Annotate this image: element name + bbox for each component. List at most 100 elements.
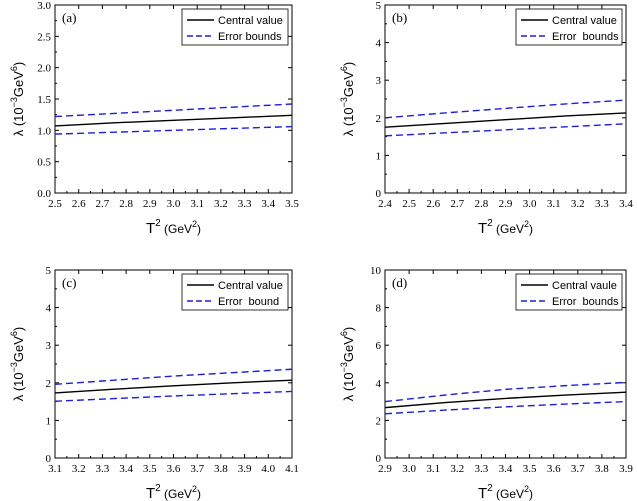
x-tick-label: 4.1 bbox=[285, 463, 299, 475]
legend-entry-bounds: Error bound bbox=[218, 296, 279, 308]
legend-entry-central: Central value bbox=[552, 15, 617, 27]
x-tick-label: 3.7 bbox=[190, 463, 204, 475]
chart-panel-4: 2.9 3.0 3.1 3.2 3.3 3.4 3.5 3.6 3.7 3.8 3.9 0 2 4 6 8 10… bbox=[339, 265, 633, 501]
y-axis-label: λ (10−3GeV6) bbox=[9, 62, 26, 137]
x-tick-label: 3.0 bbox=[167, 198, 181, 210]
x-tick-label: 2.6 bbox=[72, 198, 86, 210]
x-tick-label: 2.8 bbox=[119, 198, 133, 210]
chart-panel-3: 3.1 3.2 3.3 3.4 3.5 3.6 3.7 3.8 3.9 4.0 4.1 0 1 2 3 4 5 (… bbox=[9, 265, 299, 501]
series-line-central bbox=[384, 112, 627, 128]
x-tick-label: 3.8 bbox=[595, 463, 609, 475]
x-tick-label: 3.2 bbox=[571, 198, 585, 210]
x-tick-label: 3.1 bbox=[190, 198, 204, 210]
y-axis-label: λ (10−3GeV6) bbox=[339, 62, 356, 137]
x-tick-label: 2.7 bbox=[96, 198, 110, 210]
x-tick-label: 2.6 bbox=[426, 198, 440, 210]
y-tick-label: 2 bbox=[376, 113, 382, 125]
chart-panel-1: 2.5 2.6 2.7 2.8 2.9 3.0 3.1 3.2 3.3 3.4 3.5 0.0 0.5 1… bbox=[9, 0, 299, 237]
y-tick-label: 5 bbox=[376, 0, 382, 12]
x-tick-label: 2.9 bbox=[143, 198, 157, 210]
y-tick-label: 0.0 bbox=[37, 188, 51, 200]
series-line-upper bbox=[384, 381, 627, 403]
legend-entry-central: Central vaule bbox=[552, 280, 617, 292]
y-tick-label: 2 bbox=[46, 378, 52, 390]
y-tick-label: 2.5 bbox=[37, 31, 51, 43]
series-line-lower bbox=[54, 390, 293, 402]
legend-box bbox=[181, 8, 289, 46]
x-tick-label: 2.9 bbox=[499, 198, 513, 210]
series-line-lower bbox=[384, 400, 627, 415]
series-line-lower bbox=[54, 125, 293, 135]
x-tick-label: 2.8 bbox=[475, 198, 489, 210]
panel-label: (b) bbox=[392, 10, 407, 25]
series-line-upper bbox=[54, 368, 293, 385]
y-axis-label: λ (10−3GeV6) bbox=[339, 327, 356, 402]
legend-entry-bounds: Error bounds bbox=[552, 31, 619, 43]
y-tick-label: 1 bbox=[46, 415, 52, 427]
y-axis-label: λ (10−3GeV6) bbox=[9, 327, 26, 402]
x-tick-label: 3.3 bbox=[238, 198, 252, 210]
legend-entry-central: Central value bbox=[218, 280, 283, 292]
y-tick-label: 3.0 bbox=[37, 0, 51, 12]
x-tick-label: 3.4 bbox=[619, 198, 633, 210]
y-tick-label: 4 bbox=[376, 38, 382, 50]
x-tick-label: 2.5 bbox=[48, 198, 62, 210]
y-tick-label: 4 bbox=[46, 303, 52, 315]
y-tick-label: 6 bbox=[376, 340, 382, 352]
x-tick-label: 3.1 bbox=[426, 463, 440, 475]
x-axis-label: T2 (GeV2) bbox=[146, 483, 201, 501]
y-tick-label: 1 bbox=[376, 150, 382, 162]
series-line-central bbox=[54, 379, 293, 394]
panel-label: (d) bbox=[392, 275, 407, 290]
y-tick-label: 0.5 bbox=[37, 157, 51, 169]
y-tick-label: 1.0 bbox=[37, 125, 51, 137]
x-tick-label: 3.3 bbox=[595, 198, 609, 210]
y-tick-label: 2.0 bbox=[37, 63, 51, 75]
x-tick-label: 3.8 bbox=[214, 463, 228, 475]
series-line-central bbox=[54, 114, 293, 127]
chart-panel-2: 2.4 2.5 2.6 2.7 2.8 2.9 3.0 3.1 3.2 3.3 3.4 0 1 2 3 4 5 (… bbox=[339, 0, 633, 237]
x-tick-label: 3.4 bbox=[119, 463, 133, 475]
legend-entry-bounds: Error bounds bbox=[218, 31, 282, 43]
legend-entry-bounds: Error bounds bbox=[552, 296, 619, 308]
x-tick-label: 3.2 bbox=[214, 198, 228, 210]
x-tick-label: 3.9 bbox=[619, 463, 633, 475]
y-tick-label: 0 bbox=[46, 453, 52, 465]
x-tick-label: 3.2 bbox=[450, 463, 464, 475]
legend-entry-central: Central value bbox=[218, 15, 283, 27]
x-tick-label: 3.6 bbox=[547, 463, 561, 475]
y-tick-label: 3 bbox=[376, 75, 382, 87]
x-axis-label: T2 (GeV2) bbox=[146, 218, 201, 237]
y-tick-label: 3 bbox=[46, 340, 52, 352]
x-tick-label: 3.5 bbox=[285, 198, 299, 210]
legend-box bbox=[515, 273, 623, 311]
x-tick-label: 3.9 bbox=[238, 463, 252, 475]
y-tick-label: 8 bbox=[376, 303, 382, 315]
y-tick-label: 10 bbox=[370, 265, 382, 277]
x-axis-label: T2 (GeV2) bbox=[478, 218, 533, 237]
x-tick-label: 3.6 bbox=[167, 463, 181, 475]
x-tick-label: 3.5 bbox=[143, 463, 157, 475]
x-tick-label: 3.3 bbox=[475, 463, 489, 475]
x-tick-label: 3.5 bbox=[523, 463, 537, 475]
y-tick-label: 2 bbox=[376, 415, 382, 427]
x-tick-label: 3.7 bbox=[571, 463, 585, 475]
y-tick-label: 0 bbox=[376, 453, 382, 465]
x-tick-label: 3.4 bbox=[261, 198, 275, 210]
series-line-central bbox=[384, 391, 627, 409]
x-tick-label: 2.9 bbox=[378, 463, 392, 475]
x-tick-label: 2.7 bbox=[450, 198, 464, 210]
x-tick-label: 3.4 bbox=[499, 463, 513, 475]
y-tick-label: 1.5 bbox=[37, 94, 51, 106]
x-tick-label: 3.3 bbox=[96, 463, 110, 475]
x-tick-label: 2.4 bbox=[378, 198, 392, 210]
y-tick-label: 5 bbox=[46, 265, 52, 277]
y-tick-label: 4 bbox=[376, 378, 382, 390]
series-line-lower bbox=[384, 123, 627, 137]
panel-label: (c) bbox=[62, 275, 76, 290]
legend-box bbox=[181, 273, 289, 311]
x-tick-label: 3.0 bbox=[402, 463, 416, 475]
x-tick-label: 2.5 bbox=[402, 198, 416, 210]
series-line-upper bbox=[384, 99, 627, 119]
